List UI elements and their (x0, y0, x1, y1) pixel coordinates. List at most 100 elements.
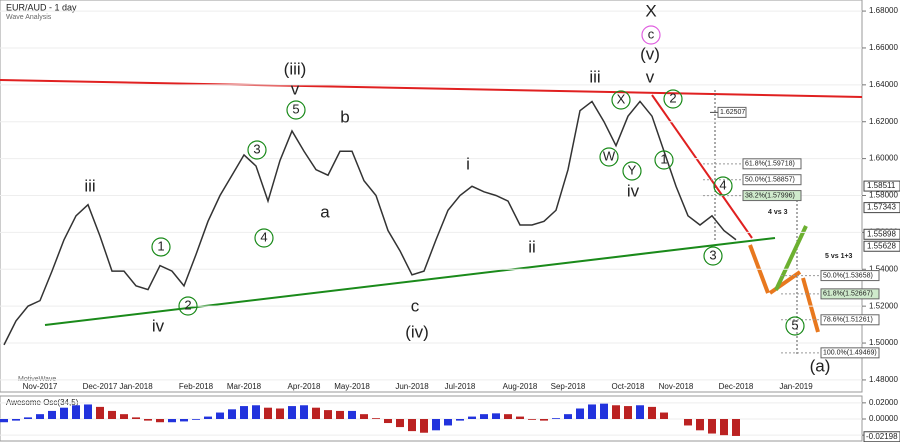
y-tick-label: 1.58000 (869, 191, 898, 200)
x-tick-label: Dec-2018 (719, 382, 754, 391)
projection-arrow (774, 225, 808, 291)
wave-circle (713, 176, 733, 196)
x-tick-label: Oct-2018 (612, 382, 645, 391)
osc-bar (384, 419, 392, 424)
price-tag-box (863, 240, 900, 252)
osc-bar (72, 405, 80, 419)
price-tag-box (863, 180, 900, 192)
osc-bar (312, 407, 320, 419)
wave-label: 2 (669, 90, 676, 105)
wave-label: iv (152, 316, 165, 335)
fib-label: 50.0%(1.53658) (823, 272, 873, 279)
osc-bar (0, 419, 8, 423)
osc-bar (144, 419, 152, 421)
osc-bar (300, 405, 308, 419)
wave-label: (a) (810, 356, 831, 375)
wave-label: b (340, 107, 349, 126)
wave-label: 5 (791, 317, 798, 332)
osc-bar (708, 419, 716, 434)
wave-label: (iii) (284, 59, 307, 78)
fib-label: 78.6%(1.51261) (823, 317, 873, 324)
wave-label: iii (84, 176, 95, 195)
wave-label: 3 (253, 141, 260, 156)
arrow (801, 277, 820, 333)
wave-circle (641, 25, 661, 45)
price-tag: 1.57343 (867, 203, 896, 212)
osc-bar (552, 418, 560, 419)
osc-bar (336, 410, 344, 419)
wave-circle (599, 147, 619, 167)
y-tick-label: 1.60000 (869, 154, 898, 163)
osc-bar (660, 412, 668, 419)
osc-bar (108, 410, 116, 419)
fib-box (742, 190, 802, 202)
osc-bar (96, 406, 104, 419)
osc-bar (396, 419, 404, 428)
osc-bar (432, 419, 440, 431)
watermark: MotiveWave (18, 376, 56, 383)
osc-bar (12, 419, 20, 421)
wave-label: X (617, 91, 626, 106)
y-tick-label: 1.64000 (869, 80, 898, 89)
wave-label: iv (627, 181, 640, 200)
osc-bar (324, 410, 332, 419)
osc-bar (612, 405, 620, 419)
fib-box (820, 314, 880, 326)
fib-box (820, 288, 880, 300)
price-tag: -0.02198 (866, 432, 898, 441)
y-tick-label: 1.48000 (869, 375, 898, 384)
osc-bar (156, 419, 164, 423)
wave-label: (iv) (405, 322, 429, 341)
osc-bar (216, 412, 224, 419)
wave-label: Y (628, 162, 637, 177)
x-tick-label: Aug-2018 (503, 382, 538, 391)
fib-box (820, 270, 880, 282)
wave-label: 5 (292, 101, 299, 116)
osc-bar (180, 419, 188, 422)
x-tick-label: Jan-2018 (119, 382, 153, 391)
wave-label: (v) (640, 44, 660, 63)
osc-bar (696, 419, 704, 431)
osc-bar (60, 407, 68, 419)
wave-circle (703, 246, 723, 266)
x-tick-label: Sep-2018 (551, 382, 586, 391)
wave-circle (654, 150, 674, 170)
wave-circle (622, 161, 642, 181)
osc-bar (720, 419, 728, 436)
osc-bar (48, 410, 56, 419)
osc-bar (624, 406, 632, 419)
x-tick-label: Feb-2018 (179, 382, 214, 391)
x-tick-label: Nov-2017 (23, 382, 58, 391)
wave-circle (151, 237, 171, 257)
osc-bar (36, 414, 44, 419)
chart-subtitle: Wave Analysis (6, 14, 52, 21)
resistance-line (0, 79, 863, 98)
wave-label: 3 (709, 247, 716, 262)
osc-bar (264, 407, 272, 419)
wave-label: W (603, 148, 616, 163)
y-tick-label: 1.66000 (869, 43, 898, 52)
wave-label: 4 (260, 229, 267, 244)
osc-bar (468, 416, 476, 419)
osc-bar (360, 414, 368, 419)
osc-bar (276, 408, 284, 419)
fib-box (742, 158, 802, 170)
support-line (44, 237, 776, 326)
x-tick-label: Apr-2018 (288, 382, 321, 391)
wave-label: v (646, 67, 655, 86)
x-tick-label: Nov-2018 (659, 382, 694, 391)
annotation: 5 vs 1+3 (825, 253, 853, 260)
osc-bar (348, 410, 356, 419)
x-tick-label: Jul-2018 (445, 382, 476, 391)
wave-label: 2 (184, 297, 191, 312)
x-tick-label: Jan-2019 (779, 382, 813, 391)
fib-box (717, 106, 747, 118)
osc-bar (408, 419, 416, 432)
osc-bar (444, 419, 452, 426)
osc-bar (600, 403, 608, 419)
wave-label: 1 (157, 238, 164, 253)
price-tag: 1.58511 (867, 181, 896, 190)
osc-bar (540, 419, 548, 421)
y-tick-label: 1.50000 (869, 338, 898, 347)
